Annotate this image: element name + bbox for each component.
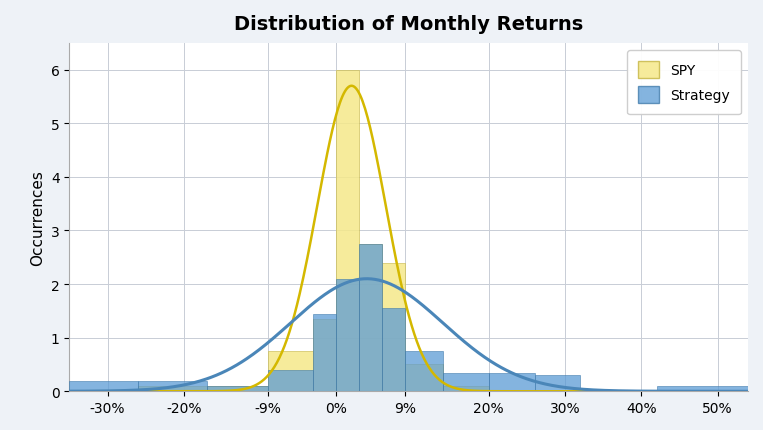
Bar <box>138 381 207 391</box>
Bar <box>656 386 755 391</box>
Bar <box>359 244 382 391</box>
Bar <box>359 244 382 391</box>
Bar <box>268 351 314 391</box>
Legend: SPY, Strategy: SPY, Strategy <box>627 51 741 115</box>
Bar <box>69 381 138 391</box>
Bar <box>405 365 443 391</box>
Bar <box>268 370 314 391</box>
Bar <box>382 308 405 391</box>
Title: Distribution of Monthly Returns: Distribution of Monthly Returns <box>234 15 584 34</box>
Bar <box>535 375 580 391</box>
Bar <box>336 279 359 391</box>
Bar <box>489 373 535 391</box>
Bar <box>207 386 268 391</box>
Bar <box>207 386 268 391</box>
Bar <box>336 71 359 391</box>
Bar <box>314 319 336 391</box>
Y-axis label: Occurrences: Occurrences <box>31 170 45 265</box>
Bar <box>443 373 489 391</box>
Bar <box>405 351 443 391</box>
Bar <box>382 263 405 391</box>
Bar <box>443 386 489 391</box>
Bar <box>314 314 336 391</box>
Bar <box>138 386 207 391</box>
